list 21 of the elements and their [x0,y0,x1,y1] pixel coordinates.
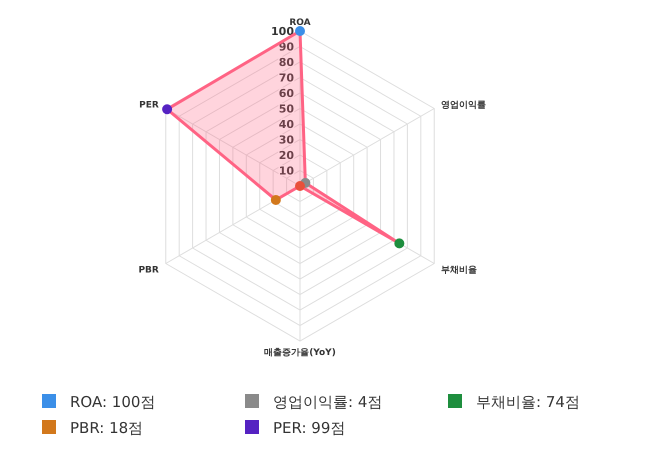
y-tick-label: 80 [278,56,294,69]
spoke-label: 매출증가율(YoY) [264,347,336,358]
y-tick-label: 10 [278,164,294,178]
y-tick-label: 30 [278,134,294,146]
y-tick-label: 50 [278,102,294,116]
y-tick-label: 90 [278,40,294,54]
y-tick-label: 70 [278,72,294,84]
spoke-label: PER [139,100,159,110]
spoke-label: PBR [138,266,159,276]
spoke-label: 부채비율 [441,266,478,276]
spoke-label: 영업이익률 [441,100,486,110]
text: PBR: 18점 [70,419,144,437]
y-tick-label: 40 [278,118,294,131]
y-tick-label: 100 [271,25,294,38]
spoke-label: ROA [289,18,311,28]
y-tick-label: 60 [278,87,294,100]
text: ROA: 100점 [70,393,156,411]
text: 부채비율: 74점 [476,393,580,411]
y-tick-label: 20 [278,149,294,162]
text: PER: 99점 [273,419,346,437]
text: 영업이익률: 4점 [273,393,382,411]
